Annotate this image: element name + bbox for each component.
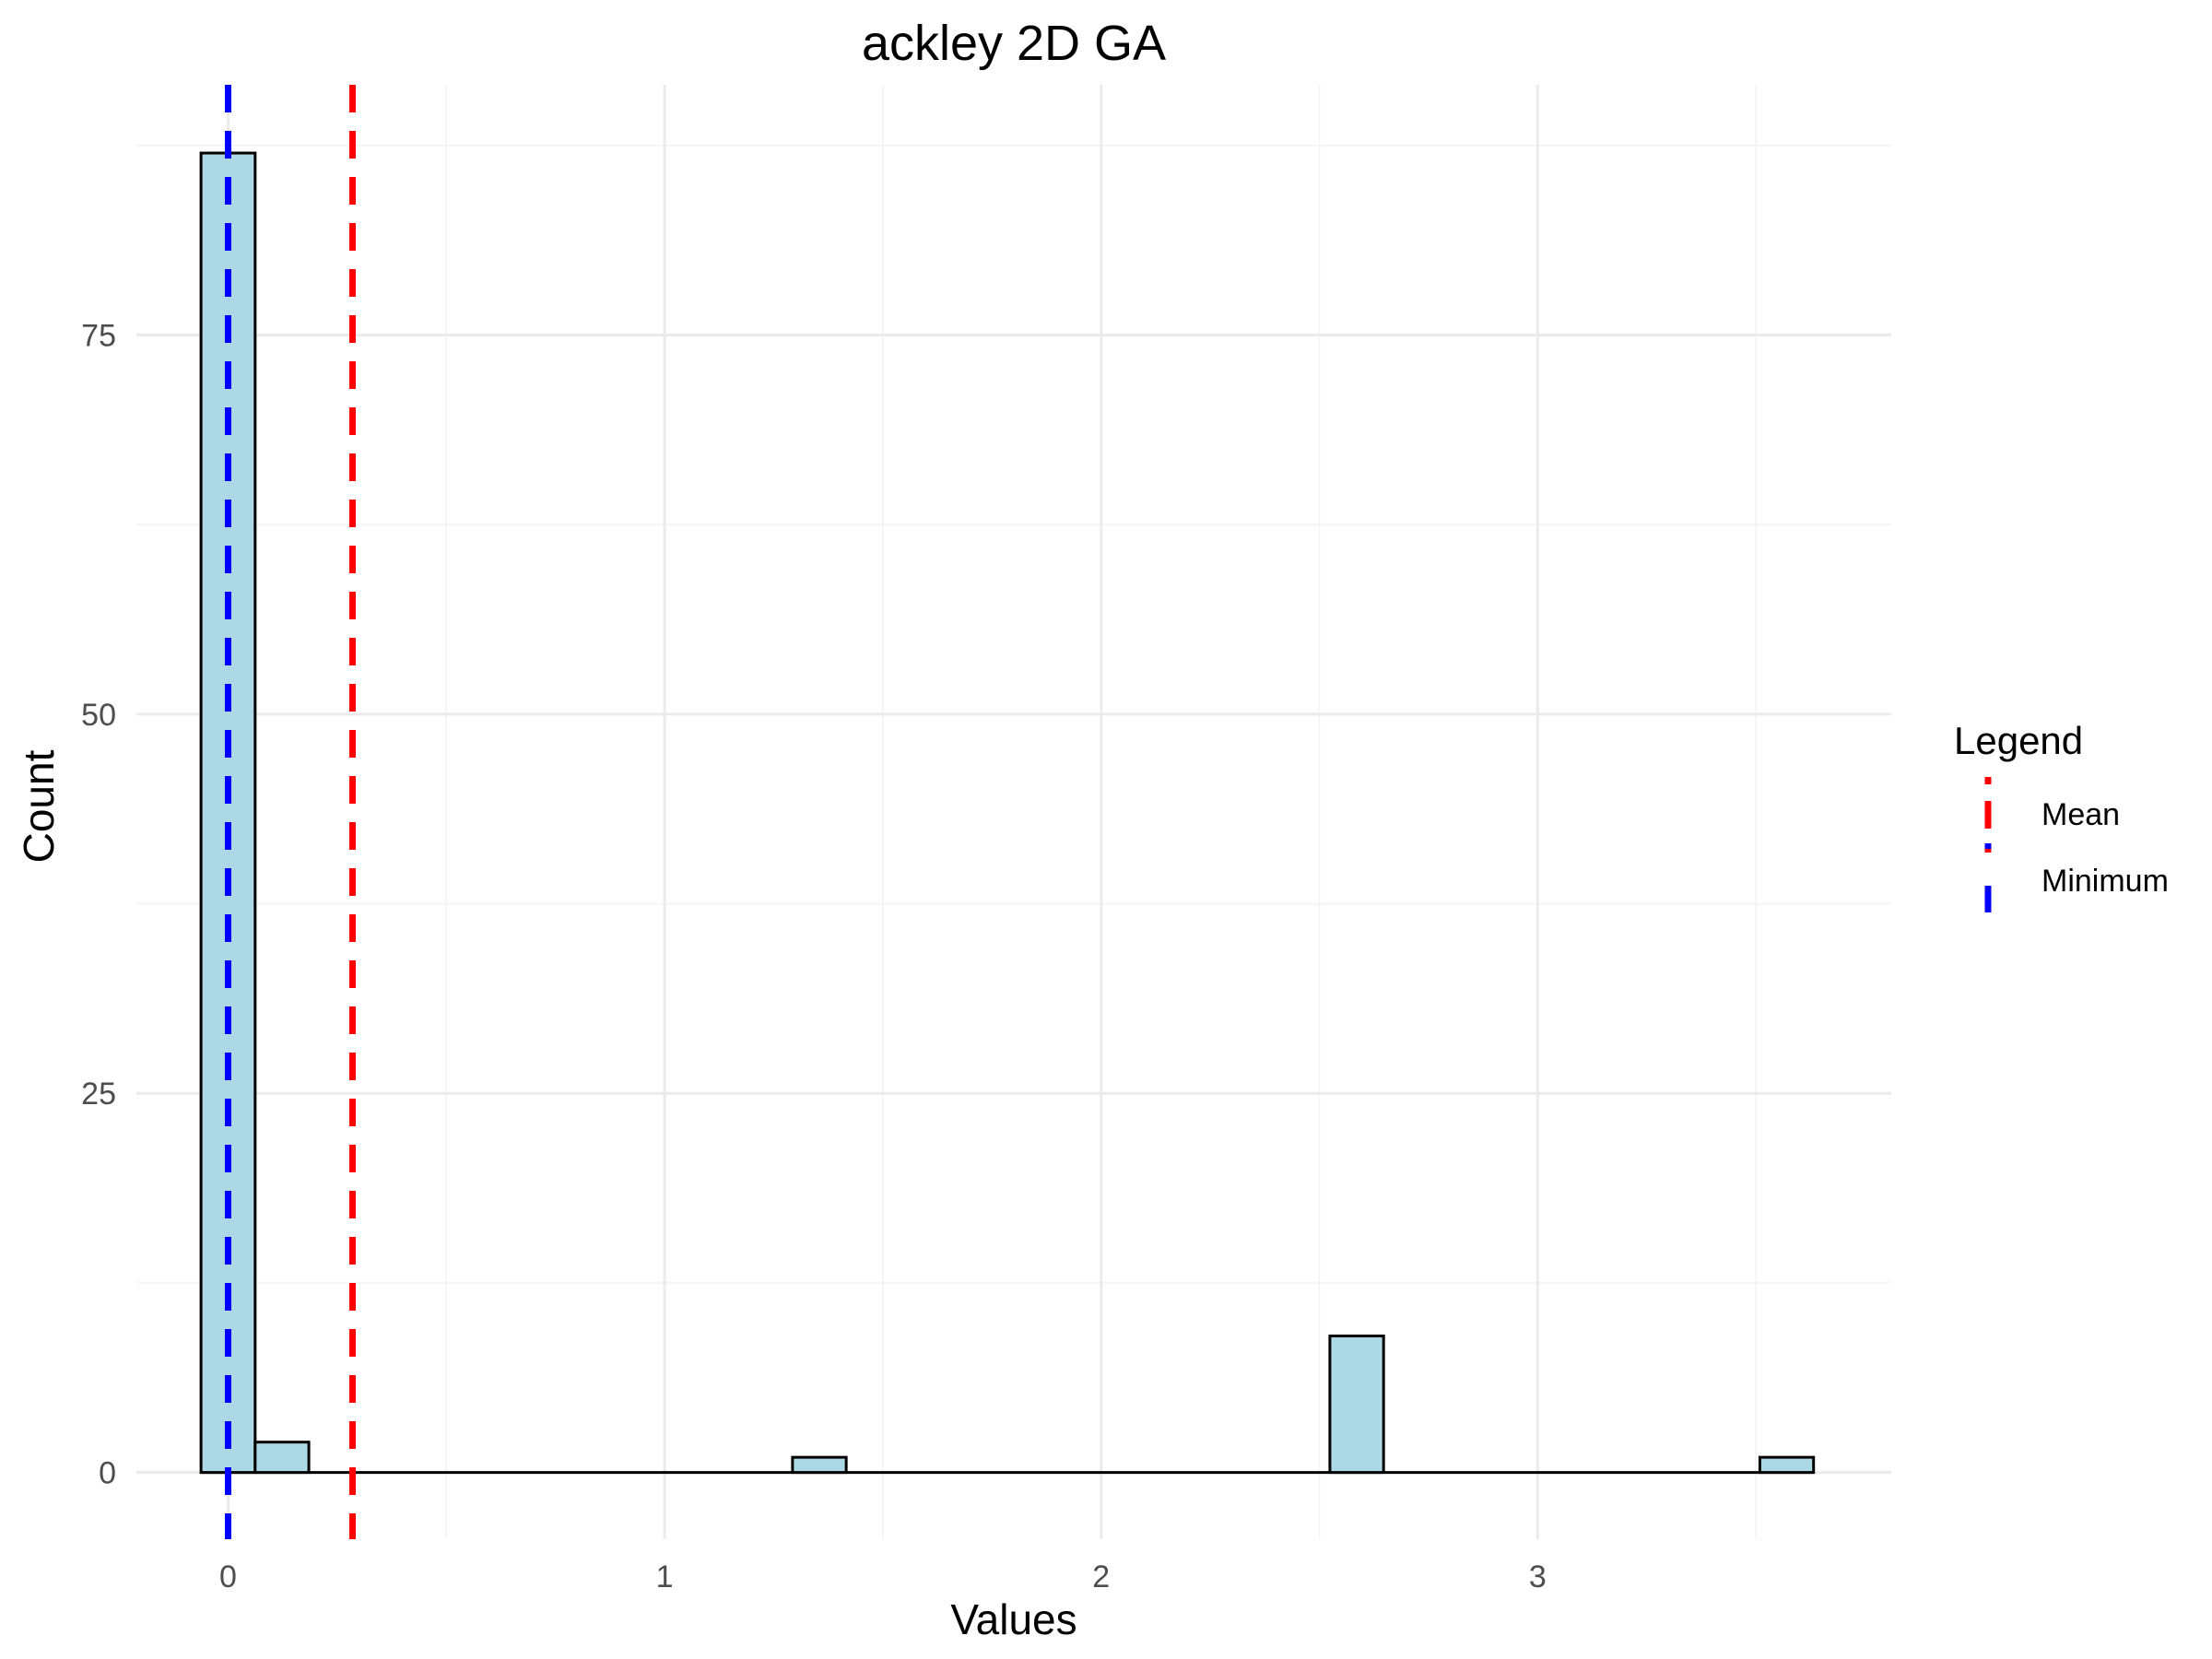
histogram-bar <box>1758 1455 1816 1475</box>
chart-title: ackley 2D GA <box>862 16 1166 71</box>
x-tick-labels: 0 1 2 3 <box>219 1559 1547 1594</box>
histogram-bar <box>791 1455 848 1475</box>
x-tick-label: 3 <box>1529 1559 1547 1594</box>
x-tick-label: 0 <box>219 1559 237 1594</box>
y-tick-label: 25 <box>81 1077 116 1112</box>
x-axis-title: Values <box>950 1595 1077 1643</box>
x-tick-label: 2 <box>1092 1559 1110 1594</box>
reference-lines <box>224 85 356 1539</box>
histogram-bar <box>199 151 257 1475</box>
legend-title: Legend <box>1954 719 2083 762</box>
y-tick-labels: 0 25 50 75 <box>81 319 116 1491</box>
y-tick-label: 0 <box>99 1456 116 1491</box>
y-tick-label: 50 <box>81 698 116 733</box>
y-axis-title: Count <box>15 749 63 863</box>
y-tick-label: 75 <box>81 319 116 354</box>
legend: Legend Mean Minimum <box>1954 719 2169 912</box>
histogram-bar <box>253 1441 311 1475</box>
legend-label-mean: Mean <box>2041 797 2120 832</box>
x-tick-label: 1 <box>656 1559 674 1594</box>
histogram-bar <box>1328 1335 1385 1475</box>
legend-label-minimum: Minimum <box>2041 864 2169 899</box>
